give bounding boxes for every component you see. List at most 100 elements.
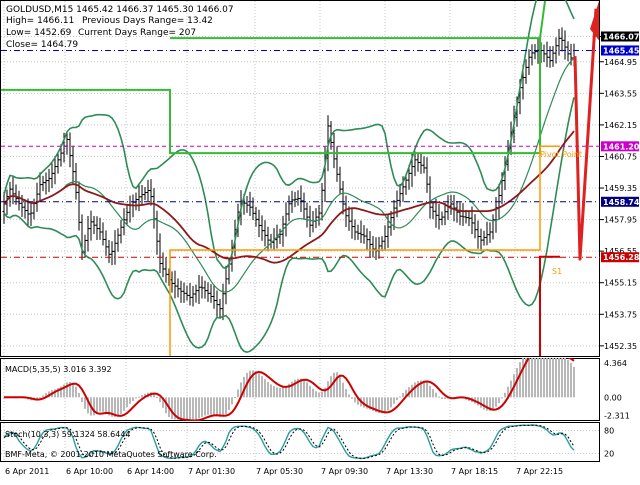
price-bar [137,183,141,212]
copyright-label: BMF-Meta, © 2001-2010 MetaQuotes Softwar… [5,450,217,459]
pivot-point-label: Pivot Point [540,150,582,159]
price-label-text: 1458.74 [603,198,640,207]
macd-histogram-bar [105,397,107,414]
macd-histogram-bar [564,358,566,398]
price-label-box: 1456.28 [601,252,640,263]
macd-histogram-bar [81,397,83,403]
macd-histogram-bar [570,363,572,398]
macd-histogram-bar [375,397,377,413]
price-bar [452,195,456,222]
macd-histogram-bar [153,393,155,398]
axes: 1466.07 1464.95 1463.55 1462.15 1460.75 1459.… [5,32,637,476]
price-bar [419,152,423,174]
price-bar [317,205,321,226]
price-bar [29,203,33,227]
price-bar [191,285,195,307]
macd-histogram-bar [318,392,320,398]
macd-histogram-bar [321,391,323,398]
price-bar [479,228,483,252]
price-bar [422,156,426,174]
previous-day-box-edge [539,0,546,39]
price-bar [383,225,387,251]
price-tick-label: 1456.55 [604,247,637,256]
price-bar [485,221,489,246]
macd-histogram-bar [387,397,389,411]
macd-histogram-bar [78,392,80,398]
macd-histogram-bar [303,380,305,398]
price-bar [185,285,189,301]
price-label-text: 1456.28 [603,253,640,262]
macd-histogram-bar [396,397,398,401]
macd-histogram-bar [252,370,254,398]
macd-histogram-bar [492,397,494,410]
price-bar [224,265,228,305]
price-bar [53,155,57,185]
macd-histogram-bar [249,370,251,398]
macd-histogram-bar [144,393,146,398]
macd-histogram-bar [189,397,191,421]
price-bar [338,166,342,195]
macd-tick-label: 4.364 [604,359,627,368]
price-bar [188,282,192,306]
price-label-box: 1458.74 [601,196,640,207]
price-bar [482,230,486,246]
macd-histogram-bar [162,397,164,408]
macd-histogram-bar [480,397,482,408]
macd-histogram-bar [288,383,290,398]
price-bar [416,152,420,172]
price-bar [437,204,441,230]
macd-histogram-bar [504,392,506,398]
price-bar [458,202,462,226]
bollinger-upper-line [3,0,575,270]
price-bar [533,43,537,60]
macd-histogram-bar [438,396,440,398]
macd-histogram-bar [306,382,308,398]
price-bar [461,203,465,226]
macd-histogram-bar [558,358,560,398]
macd-histogram-bar [261,376,263,398]
macd-histogram-bar [132,397,134,401]
projection-arrow [573,8,598,261]
price-bar [77,181,81,231]
macd-histogram-bar [300,378,302,398]
price-bar [464,209,468,224]
macd-histogram-bar [285,385,287,398]
macd-histogram-bar [525,358,527,398]
macd-histogram-bar [45,393,47,398]
macd-histogram-bar [522,358,524,398]
macd-histogram-bar [267,381,269,398]
macd-histogram-bar [426,382,428,398]
macd-histogram-bar [357,397,359,405]
macd-histogram-bar [63,384,65,398]
price-bar [341,180,345,215]
macd-histogram-bar [393,397,395,404]
price-bar [566,41,570,62]
price-bar [293,191,297,208]
price-bar [428,176,432,219]
macd-histogram-bar [423,380,425,398]
macd-histogram-bar [87,397,89,414]
macd-histogram-bar [54,389,56,398]
price-bar [524,59,528,84]
price-bar [197,274,201,305]
time-tick-label: 6 Apr 2011 [5,467,49,476]
price-bar [476,220,480,249]
time-tick-label: 7 Apr 01:30 [188,467,235,476]
price-bar [440,211,444,226]
macd-histogram-bar [36,397,38,400]
stoch-tick-label: 20 [604,449,614,458]
price-bar [23,199,27,219]
macd-histogram-bar [315,391,317,398]
macd-histogram-bar [444,397,446,400]
macd-histogram-bar [354,397,356,403]
price-bar [344,195,348,227]
price-bar [359,220,363,244]
price-bar [155,210,159,255]
macd-histogram-bar [294,379,296,398]
macd-histogram-bar [372,397,374,411]
price-bar [86,215,90,252]
price-bar [305,202,309,228]
price-label-bg [601,141,639,152]
macd-histogram-bar [57,388,59,398]
